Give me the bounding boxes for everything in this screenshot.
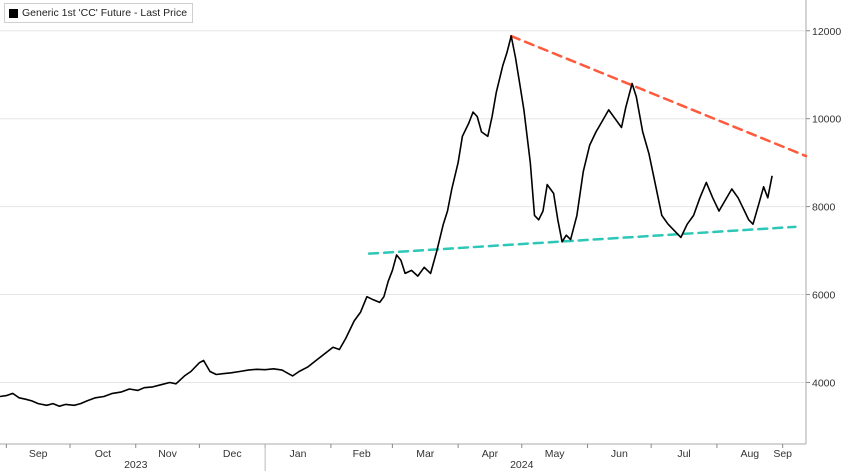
x-tick-label: Sep — [29, 448, 48, 460]
x-tick-label: Oct — [95, 448, 111, 460]
series-line-0 — [0, 35, 773, 407]
y-tick-label: 4000 — [812, 377, 836, 389]
gridlines — [0, 30, 806, 383]
trendline-resistance — [509, 34, 808, 158]
x-tick-label: Jan — [290, 448, 307, 460]
series-group — [0, 35, 773, 407]
chart-legend: Generic 1st 'CC' Future - Last Price — [4, 3, 194, 23]
x-tick-label: Jun — [611, 448, 628, 460]
axes — [0, 0, 810, 471]
trendlines — [367, 34, 808, 255]
x-tick-label: Dec — [223, 448, 242, 460]
x-tick-label: Sep — [773, 448, 792, 460]
x-tick-label: Jul — [677, 448, 690, 460]
x-tick-label: Mar — [416, 448, 435, 460]
y-tick-label: 10000 — [812, 114, 841, 126]
x-tick-label: Aug — [740, 448, 759, 460]
x-tick-label: Nov — [158, 448, 177, 460]
y-tick-label: 6000 — [812, 290, 836, 302]
y-tick-label: 8000 — [812, 202, 836, 214]
x-tick-label: Feb — [353, 448, 371, 460]
legend-label: Generic 1st 'CC' Future - Last Price — [22, 7, 188, 19]
year-label: 2024 — [510, 459, 534, 471]
x-tick-label: May — [545, 448, 566, 460]
legend-swatch-icon — [9, 8, 18, 18]
x-tick-label: Apr — [482, 448, 499, 460]
y-tick-label: 12000 — [812, 26, 841, 38]
trendline-support — [367, 225, 797, 255]
year-label: 2023 — [124, 459, 148, 471]
tick-labels: 4000 6000 8000 10000 12000 Sep Oct Nov Dec Jan Feb… — [29, 26, 842, 471]
